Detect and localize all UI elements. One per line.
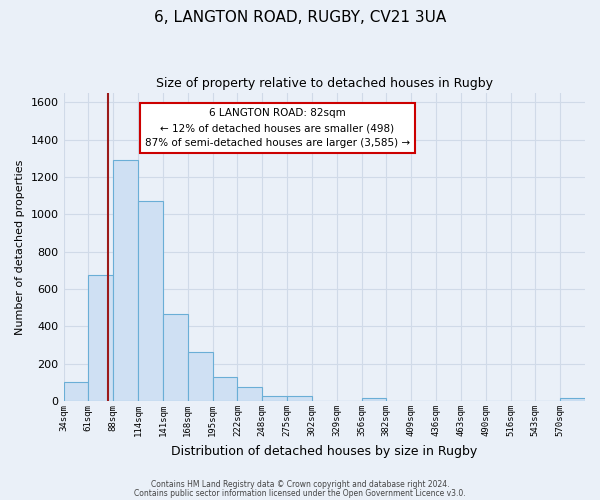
Text: 6, LANGTON ROAD, RUGBY, CV21 3UA: 6, LANGTON ROAD, RUGBY, CV21 3UA [154,10,446,25]
Bar [188,352,212,401]
Bar [287,396,312,401]
Text: Contains public sector information licensed under the Open Government Licence v3: Contains public sector information licen… [134,488,466,498]
Bar [113,160,138,401]
Title: Size of property relative to detached houses in Rugby: Size of property relative to detached ho… [156,78,493,90]
Bar [88,275,113,401]
Bar [163,314,188,401]
X-axis label: Distribution of detached houses by size in Rugby: Distribution of detached houses by size … [171,444,478,458]
Y-axis label: Number of detached properties: Number of detached properties [15,160,25,335]
Text: 6 LANGTON ROAD: 82sqm
← 12% of detached houses are smaller (498)
87% of semi-det: 6 LANGTON ROAD: 82sqm ← 12% of detached … [145,108,410,148]
Bar [560,398,585,401]
Bar [138,202,163,401]
Bar [238,387,262,401]
Bar [212,377,238,401]
Bar [64,382,88,401]
Text: Contains HM Land Registry data © Crown copyright and database right 2024.: Contains HM Land Registry data © Crown c… [151,480,449,489]
Bar [362,398,386,401]
Bar [262,396,287,401]
